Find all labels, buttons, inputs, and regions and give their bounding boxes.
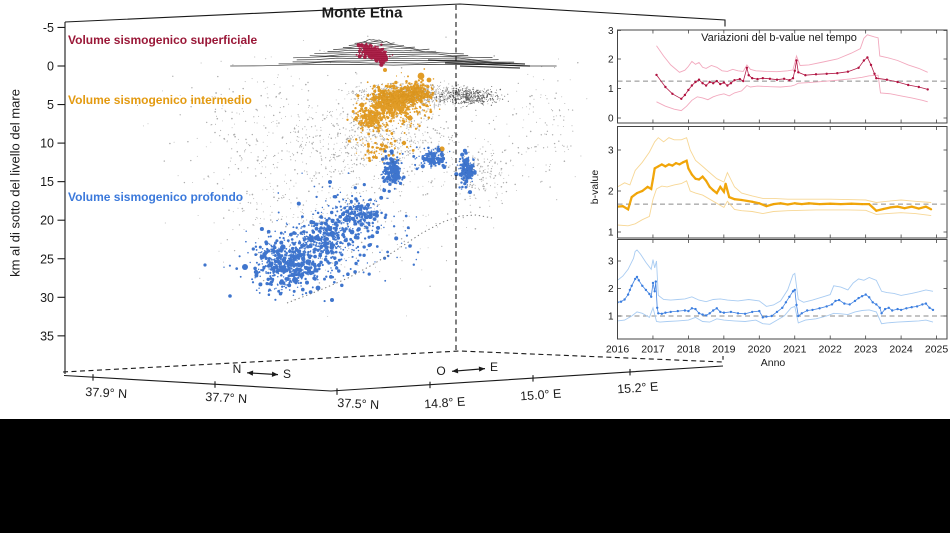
lon-tick-label: 14.8° E <box>424 395 466 412</box>
depth-tick-label: -5 <box>43 21 54 35</box>
upper-bound-line <box>656 34 928 73</box>
year-tick-label: 2016 <box>606 344 630 356</box>
cluster-volume-superficiale <box>355 42 394 67</box>
main-series-markers <box>617 275 935 319</box>
year-tick-label: 2018 <box>677 344 701 356</box>
bvalue-ytick-label: 3 <box>608 257 614 268</box>
bvalue-ytick-label: 1 <box>608 228 614 239</box>
compass-o-label: O <box>436 364 445 378</box>
hypocenter-scatter <box>136 35 588 317</box>
compass-n-label: N <box>233 362 242 376</box>
lat-tick-label: 37.5° N <box>337 396 380 412</box>
compass-e-label: E <box>490 360 498 374</box>
main-series-markers <box>655 56 929 101</box>
lat-tick-label: 37.7° N <box>205 390 248 406</box>
main-series-markers <box>617 159 933 212</box>
year-tick-label: 2022 <box>819 344 843 356</box>
3d-box-edges <box>62 3 726 374</box>
upper-bound-line <box>617 137 932 203</box>
year-tick-label: 2024 <box>889 344 913 356</box>
bvalue-ytick-label: 2 <box>608 284 614 295</box>
depth-tick-label: 35 <box>40 329 54 343</box>
depth-tick-label: 25 <box>40 252 54 266</box>
bvalue-ytick-label: 3 <box>608 146 614 157</box>
lower-bound-line <box>617 305 934 325</box>
bvalue-panel-2: 1 2 3 <box>608 126 948 239</box>
depth-tick-label: 30 <box>40 291 54 305</box>
cluster-volume-intermedio <box>346 68 445 166</box>
year-tick-label: 2019 <box>712 344 736 356</box>
cluster-volume-profondo <box>203 145 477 303</box>
anno-axis-label: Anno <box>760 357 786 369</box>
main-series-line <box>617 159 932 212</box>
depth-ticks: -5 0 5 10 15 20 25 30 35 <box>40 21 65 343</box>
lon-tick-label: 15.0° E <box>520 387 562 404</box>
monte-etna-title: Monte Etna <box>321 4 403 22</box>
compass-s-label: S <box>283 367 291 381</box>
geo-axes <box>63 365 724 395</box>
depth-tick-label: 5 <box>47 98 54 112</box>
bvalue-ytick-label: 3 <box>608 26 614 37</box>
depth-tick-label: 0 <box>47 60 54 74</box>
depth-tick-label: 15 <box>40 175 54 189</box>
cluster-background-seismicity <box>136 35 588 317</box>
bvalue-panel-1: 0 1 2 3 <box>608 26 948 125</box>
bvalue-panel-3: 1 2 3 <box>608 239 948 340</box>
bvalue-ytick-label: 1 <box>608 312 614 323</box>
label-volume-intermedio: Volume sismogenico intermedio <box>68 93 252 107</box>
year-tick-label: 2025 <box>925 344 949 356</box>
cluster-background-dense-streak <box>435 85 509 111</box>
depth-tick-label: 10 <box>40 137 54 151</box>
label-volume-superficiale: Volume sismogenico superficiale <box>68 33 258 47</box>
deep-boundary-dotted-curve <box>286 214 493 304</box>
bvalue-ytick-label: 0 <box>608 114 614 125</box>
depth-axis-label: km al di sotto del livello del mare <box>7 89 23 277</box>
year-tick-label: 2020 <box>748 344 772 356</box>
etna-profile-contours <box>230 39 557 69</box>
upper-bound-line <box>617 249 934 307</box>
bvalue-ytick-label: 1 <box>608 84 614 95</box>
bottom-black-bar <box>0 419 950 533</box>
bvalue-axis-label: b-value <box>589 169 601 205</box>
lower-bound-line <box>617 180 932 227</box>
lat-tick-label: 37.9° N <box>85 385 128 401</box>
year-tick-label: 2023 <box>854 344 878 356</box>
bvalue-ytick-label: 2 <box>608 187 614 198</box>
year-tick-label: 2017 <box>641 344 665 356</box>
year-tick-label: 2021 <box>783 344 807 356</box>
lon-tick-label: 15.2° E <box>617 380 659 397</box>
depth-tick-label: 20 <box>40 214 54 228</box>
bvalue-panel-title: Variazioni del b-value nel tempo <box>701 32 857 44</box>
label-volume-profondo: Volume sismogenico profondo <box>68 190 244 204</box>
bvalue-ytick-label: 2 <box>608 55 614 66</box>
